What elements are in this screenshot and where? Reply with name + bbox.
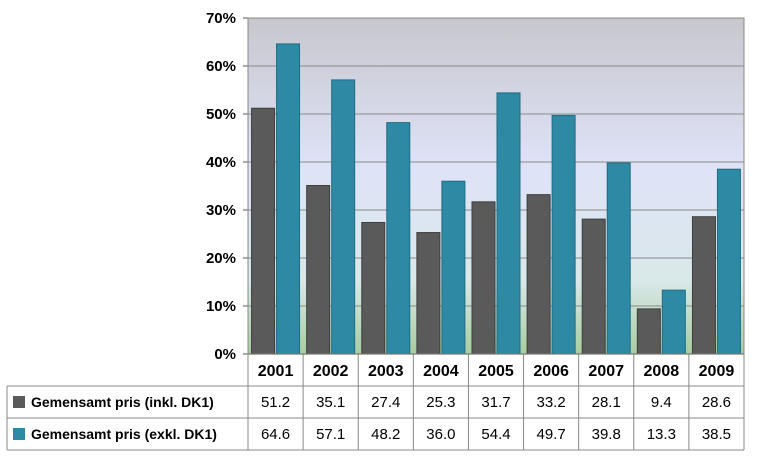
legend-label: Gemensamt pris (exkl. DK1) — [31, 426, 217, 442]
y-axis-tick-label: 10% — [206, 298, 236, 315]
legend-swatch — [13, 396, 25, 408]
bar-exkl-dk1-2007 — [606, 162, 631, 355]
x-axis-tick-label: 2007 — [588, 363, 624, 380]
data-table-cell: 27.4 — [371, 394, 400, 411]
legend-label: Gemensamt pris (inkl. DK1) — [31, 394, 214, 410]
y-axis-tick-label: 30% — [206, 202, 236, 219]
y-axis-tick-label: 20% — [206, 250, 236, 267]
y-axis-tick-label: 0% — [214, 346, 236, 363]
bar-inkl-dk1-2006 — [526, 194, 551, 355]
x-axis-tick-label: 2003 — [368, 363, 404, 380]
x-axis-tick-label: 2008 — [644, 363, 680, 380]
y-axis-tick-label: 40% — [206, 154, 236, 171]
data-table-cell: 33.2 — [537, 394, 566, 411]
bar-inkl-dk1-2002 — [306, 185, 331, 355]
bar-exkl-dk1-2001 — [276, 43, 301, 355]
bar-exkl-dk1-2008 — [661, 289, 686, 355]
data-table-cell: 48.2 — [371, 426, 400, 443]
bar-inkl-dk1-2007 — [581, 218, 606, 355]
bar-inkl-dk1-2005 — [471, 201, 496, 355]
bar-exkl-dk1-2009 — [716, 168, 741, 355]
data-table-cell: 25.3 — [426, 394, 455, 411]
bar-exkl-dk1-2006 — [551, 114, 576, 355]
x-axis-tick-label: 2006 — [533, 363, 569, 380]
x-axis-tick-label: 2004 — [423, 363, 459, 380]
bar-inkl-dk1-2009 — [691, 216, 716, 355]
bar-exkl-dk1-2003 — [386, 122, 411, 355]
data-table-cell: 31.7 — [481, 394, 510, 411]
legend-swatch — [13, 428, 25, 440]
bar-inkl-dk1-2001 — [251, 107, 276, 355]
data-table-cell: 35.1 — [316, 394, 345, 411]
data-table-cell: 57.1 — [316, 426, 345, 443]
bar-inkl-dk1-2003 — [361, 221, 386, 355]
bar-exkl-dk1-2005 — [496, 92, 521, 355]
data-table-cell: 28.1 — [592, 394, 621, 411]
data-table-cell: 39.8 — [592, 426, 621, 443]
bar-exkl-dk1-2004 — [441, 180, 466, 355]
y-axis-tick-label: 50% — [206, 106, 236, 123]
data-table-cell: 13.3 — [647, 426, 676, 443]
x-axis-tick-label: 2001 — [258, 363, 294, 380]
x-axis-tick-label: 2002 — [313, 363, 349, 380]
data-table-cell: 49.7 — [537, 426, 566, 443]
data-table-cell: 28.6 — [702, 394, 731, 411]
data-table-cell: 9.4 — [651, 394, 672, 411]
data-table-cell: 36.0 — [426, 426, 455, 443]
data-table-cell: 54.4 — [481, 426, 510, 443]
data-table-cell: 38.5 — [702, 426, 731, 443]
bar-inkl-dk1-2008 — [636, 308, 661, 355]
bar-exkl-dk1-2002 — [331, 79, 356, 355]
y-axis-tick-label: 60% — [206, 58, 236, 75]
bar-inkl-dk1-2004 — [416, 232, 441, 355]
y-axis-tick-label: 70% — [206, 10, 236, 27]
data-table-cell: 51.2 — [261, 394, 290, 411]
x-axis-tick-label: 2005 — [478, 363, 514, 380]
x-axis-tick-label: 2009 — [699, 363, 735, 380]
data-table-cell: 64.6 — [261, 426, 290, 443]
plot-area-background — [248, 18, 744, 354]
